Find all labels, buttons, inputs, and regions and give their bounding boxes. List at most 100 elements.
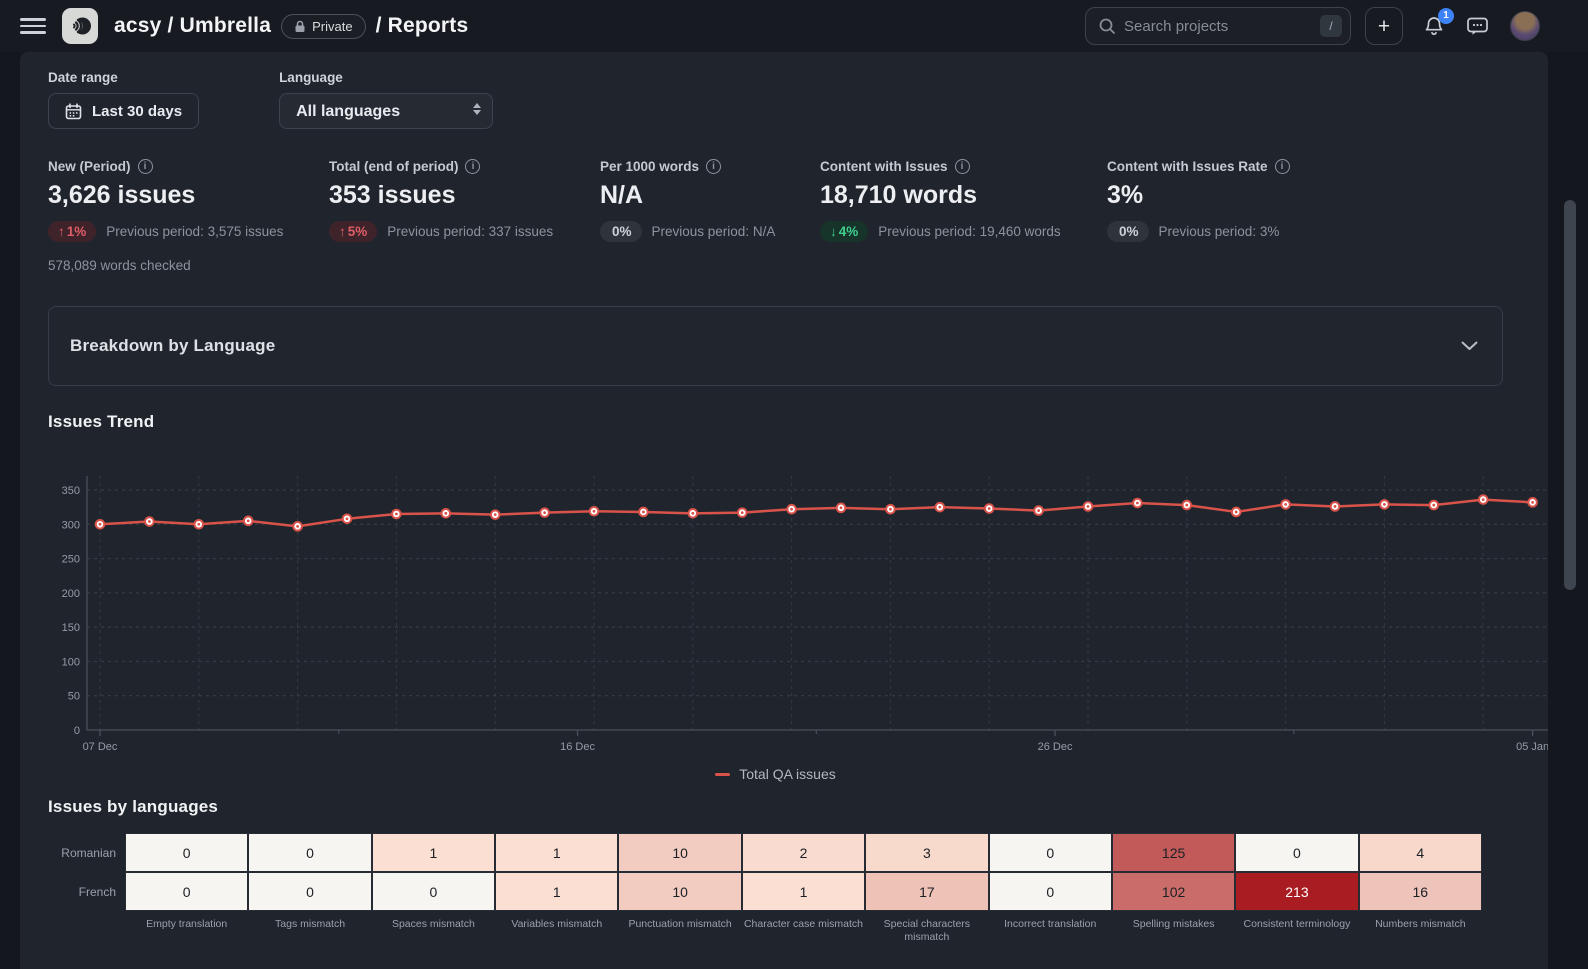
heatmap-column-label: Tags mismatch	[275, 918, 346, 930]
x-axis-tick-label: 16 Dec	[560, 741, 595, 753]
heatmap-row-label: Romanian	[61, 845, 116, 860]
info-icon[interactable]: i	[954, 159, 970, 174]
kpi-card-new-period: New (Period) i 3,626 issues ↑ 1% Previous…	[48, 159, 329, 273]
heatmap-column-label: Empty translation	[146, 918, 228, 930]
kpi-card-content-with-issues-rate: Content with Issues Rate i 3% 0% Previou…	[1107, 159, 1503, 273]
chat-icon	[1467, 17, 1488, 35]
kpi-card-total: Total (end of period) i 353 issues ↑ 5% P…	[329, 159, 600, 273]
delta-value: 4%	[838, 224, 859, 239]
heatmap-cell: 0	[1235, 833, 1359, 872]
language-select[interactable]: All languages	[279, 93, 494, 129]
heatmap-cell: 102	[1111, 872, 1236, 911]
heatmap-corner-spacer	[48, 911, 125, 944]
kpi-previous-period: Previous period: 19,460 words	[878, 224, 1061, 239]
heatmap-cell: 0	[125, 833, 249, 872]
delta-arrow-icon: ↑	[58, 224, 65, 239]
add-button[interactable]: +	[1365, 7, 1403, 45]
issues-trend-chart[interactable]: 0 50 100 150 200 250 300 350 07 Dec 16 Dec 26 Dec 0…	[48, 468, 1548, 758]
heatmap-cell: 1	[371, 833, 496, 872]
bell-icon	[1425, 16, 1443, 35]
info-icon[interactable]: i	[1274, 159, 1290, 174]
kpi-card-per-1000-words: Per 1000 words i N/A 0% Previous period:…	[600, 159, 820, 273]
breadcrumb-page: / Reports	[375, 14, 469, 37]
heatmap-cell: 0	[248, 833, 372, 872]
heatmap-cell: 17	[865, 872, 989, 911]
trend-line	[98, 498, 1534, 528]
notifications-button[interactable]: 1	[1423, 7, 1454, 38]
issues-trend-title: Issues Trend	[48, 412, 155, 431]
kpi-footnote: 578,089 words checked	[48, 258, 191, 273]
breakdown-panel-title: Breakdown by Language	[70, 336, 276, 355]
heatmap-row-label: French	[78, 884, 116, 899]
heatmap-cell: 16	[1358, 872, 1482, 911]
delta-value: 5%	[347, 224, 368, 239]
info-icon[interactable]: i	[706, 159, 722, 174]
date-range-label: Date range	[48, 70, 118, 85]
y-axis-tick-label: 0	[74, 725, 80, 737]
heatmap-cell: 125	[1111, 833, 1236, 872]
hamburger-menu-icon[interactable]	[20, 18, 46, 34]
chat-button[interactable]	[1465, 14, 1490, 38]
heatmap-cell: 0	[125, 872, 249, 911]
kpi-delta-badge: 0%	[1107, 221, 1149, 242]
kpi-delta-badge: ↓ 4%	[820, 221, 869, 242]
y-axis-tick-label: 100	[62, 656, 80, 668]
kpi-label: New (Period)	[48, 159, 131, 174]
info-icon[interactable]: i	[465, 159, 481, 174]
kpi-label: Content with Issues	[820, 159, 948, 174]
y-axis-tick-label: 50	[68, 691, 80, 703]
language-label: Language	[279, 70, 343, 85]
y-axis-tick-label: 250	[62, 554, 80, 566]
heatmap-column-label: Spaces mismatch	[391, 918, 475, 930]
user-avatar[interactable]	[1510, 11, 1540, 41]
kpi-value: 3%	[1107, 181, 1144, 209]
heatmap-column-label: Variables mismatch	[511, 918, 603, 930]
calendar-icon	[65, 102, 82, 119]
app-logo[interactable]	[62, 8, 98, 44]
heatmap-cell: 0	[988, 872, 1112, 911]
y-axis-tick-label: 200	[62, 588, 80, 600]
heatmap-cell: 213	[1235, 872, 1359, 911]
issues-by-languages-heatmap: Romanian 0 0 1 1 10 2 3 0 125 0 4 French 0 0 0 1 10 1 17 0 10…	[48, 833, 1482, 944]
heatmap-cell: 0	[371, 872, 496, 911]
heatmap-column-label: Spelling mistakes	[1132, 918, 1215, 930]
kpi-label: Total (end of period)	[329, 159, 459, 174]
chart-legend: Total QA issues	[48, 764, 1503, 784]
x-axis-tick-label: 05 Jan	[1516, 741, 1548, 753]
info-icon[interactable]: i	[137, 159, 153, 174]
private-badge: Private	[281, 13, 366, 39]
date-range-value: Last 30 days	[92, 102, 183, 120]
kpi-row: New (Period) i 3,626 issues ↑ 1% Previous…	[48, 159, 1503, 273]
heatmap-cell: 4	[1358, 833, 1482, 872]
heatmap-column-label: Consistent terminology	[1243, 918, 1351, 930]
heatmap-cell: 10	[618, 872, 742, 911]
scrollbar-thumb[interactable]	[1564, 200, 1576, 590]
top-navigation-bar: acsy / Umbrella Private / Reports / + 1	[0, 0, 1588, 52]
kpi-card-content-with-issues: Content with Issues i 18,710 words ↓ 4% P…	[820, 159, 1107, 273]
heatmap-column-label: Special characters mismatch	[883, 918, 971, 944]
heatmap-cell: 3	[865, 833, 989, 872]
heatmap-cell: 1	[495, 833, 619, 872]
breadcrumb-project[interactable]: acsy / Umbrella	[114, 14, 272, 37]
legend-swatch	[715, 772, 731, 776]
heatmap-cell: 1	[741, 872, 866, 911]
kpi-previous-period: Previous period: 337 issues	[387, 224, 554, 239]
search-input[interactable]	[1124, 17, 1312, 35]
search-shortcut-key: /	[1320, 15, 1342, 37]
heatmap-cell: 10	[618, 833, 742, 872]
heatmap-cell: 0	[988, 833, 1112, 872]
delta-arrow-icon: ↑	[339, 224, 346, 239]
search-box[interactable]: /	[1085, 7, 1351, 45]
x-axis-tick-label: 26 Dec	[1038, 741, 1073, 753]
kpi-value: 3,626 issues	[48, 181, 196, 209]
private-badge-label: Private	[312, 18, 353, 34]
y-axis-tick-label: 300	[62, 519, 80, 531]
filters-row: Date range Last 30 days Language All lan…	[48, 70, 1503, 129]
breakdown-by-language-panel[interactable]: Breakdown by Language	[48, 306, 1503, 386]
heatmap-column-label: Numbers mismatch	[1375, 918, 1466, 930]
kpi-previous-period: Previous period: 3,575 issues	[106, 224, 284, 239]
kpi-previous-period: Previous period: N/A	[651, 224, 776, 239]
date-range-button[interactable]: Last 30 days	[48, 93, 200, 129]
logo-glyph	[68, 17, 91, 35]
line-chart-svg: 0 50 100 150 200 250 300 350 07 Dec 16 Dec 26 Dec 0…	[62, 476, 1548, 753]
